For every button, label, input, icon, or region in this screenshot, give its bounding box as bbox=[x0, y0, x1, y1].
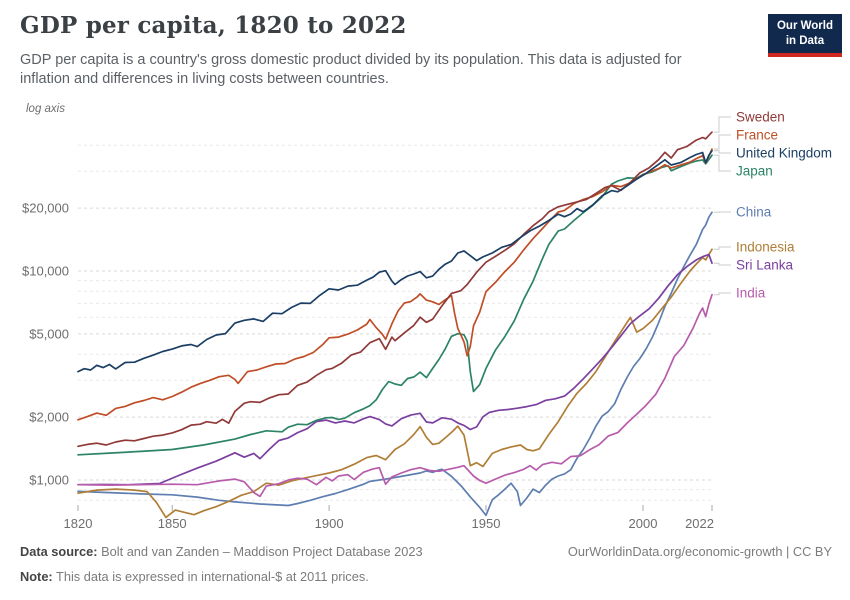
owid-logo[interactable]: Our World in Data bbox=[767, 14, 842, 57]
legend-connector-sweden bbox=[714, 116, 731, 133]
page-title: GDP per capita, 1820 to 2022 bbox=[20, 12, 407, 39]
data-source-label: Data source: bbox=[20, 544, 98, 559]
chart-subtitle: GDP per capita is a country's gross dome… bbox=[20, 52, 682, 88]
x-tick-label-1950: 1950 bbox=[472, 516, 501, 531]
legend-label-sri-lanka[interactable]: Sri Lanka bbox=[736, 258, 794, 273]
series-lines bbox=[77, 131, 713, 519]
line-china[interactable] bbox=[77, 211, 713, 517]
x-tick-label-1850: 1850 bbox=[158, 516, 187, 531]
legend-connector-france bbox=[714, 134, 731, 150]
chart-footer: Data source: Bolt and van Zanden – Maddi… bbox=[20, 540, 423, 590]
note-line: Note: This data is expressed in internat… bbox=[20, 565, 423, 590]
owid-credit-link[interactable]: OurWorldinData.org/economic-growth | CC … bbox=[567, 544, 832, 559]
gridlines-minor bbox=[78, 144, 712, 501]
legend-label-china[interactable]: China bbox=[736, 205, 772, 220]
data-source-line: Data source: Bolt and van Zanden – Maddi… bbox=[20, 540, 423, 565]
line-sri-lanka[interactable] bbox=[77, 253, 713, 486]
legend-label-indonesia[interactable]: Indonesia bbox=[736, 240, 795, 255]
legend-label-japan[interactable]: Japan bbox=[736, 164, 773, 179]
legend-label-sweden[interactable]: Sweden bbox=[736, 110, 785, 125]
y-tick-label-10000: $10,000 bbox=[22, 264, 69, 279]
legend: China Indonesia Sri Lanka India Japan France S… bbox=[714, 110, 832, 301]
y-tick-label-5000: $5,000 bbox=[29, 326, 69, 341]
legend-connector-india bbox=[714, 292, 731, 296]
y-tick-label-20000: $20,000 bbox=[22, 201, 69, 216]
legend-label-france[interactable]: France bbox=[736, 128, 778, 143]
x-tick-label-2022: 2022 bbox=[685, 516, 714, 531]
line-india[interactable] bbox=[77, 293, 713, 498]
legend-label-united-kingdom[interactable]: United Kingdom bbox=[736, 146, 832, 161]
legend-label-india[interactable]: India bbox=[736, 286, 766, 301]
x-tick-label-1900: 1900 bbox=[315, 516, 344, 531]
line-indonesia[interactable] bbox=[77, 248, 713, 519]
legend-connector-sri-lanka bbox=[714, 262, 731, 266]
line-japan[interactable] bbox=[77, 154, 713, 456]
x-axis: 1820 1850 1900 1950 2000 2022 bbox=[64, 505, 714, 531]
legend-connector-japan bbox=[714, 154, 731, 172]
y-axis-labels: $20,000 $10,000 $5,000 $2,000 $1,000 bbox=[22, 201, 69, 488]
gridlines-major bbox=[78, 207, 712, 481]
x-tick-label-2000: 2000 bbox=[629, 516, 658, 531]
legend-connector-indonesia bbox=[714, 246, 731, 250]
line-united-kingdom[interactable] bbox=[77, 149, 713, 373]
y-tick-label-1000: $1,000 bbox=[29, 473, 69, 488]
x-tick-label-1820: 1820 bbox=[64, 516, 93, 531]
legend-connector-united-kingdom bbox=[714, 150, 731, 154]
y-tick-label-2000: $2,000 bbox=[29, 410, 69, 425]
owid-logo-line1: Our World bbox=[776, 20, 833, 32]
note-label: Note: bbox=[20, 568, 53, 584]
log-axis-label: log axis bbox=[26, 103, 65, 115]
note-text: This data is expressed in international-… bbox=[52, 568, 369, 584]
owid-logo-line2: in Data bbox=[785, 34, 825, 47]
line-sweden[interactable] bbox=[77, 131, 713, 448]
data-source-text[interactable]: Bolt and van Zanden – Maddison Project D… bbox=[97, 544, 423, 559]
